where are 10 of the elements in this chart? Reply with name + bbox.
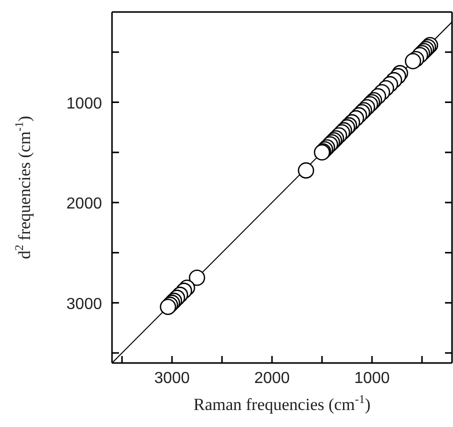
point — [404, 52, 422, 70]
x-tick-label: 3000 — [154, 370, 190, 387]
y-tick-label: 3000 — [66, 296, 102, 313]
point — [298, 162, 314, 179]
y-tick-label: 1000 — [66, 95, 102, 112]
x-axis-title: Raman frequencies (cm$^{-1}$) — [193, 392, 371, 414]
x-tick-label: 2000 — [254, 370, 290, 387]
point — [188, 270, 206, 286]
y-tick-label: 2000 — [66, 196, 102, 213]
x-tick-label: 1000 — [354, 370, 390, 387]
